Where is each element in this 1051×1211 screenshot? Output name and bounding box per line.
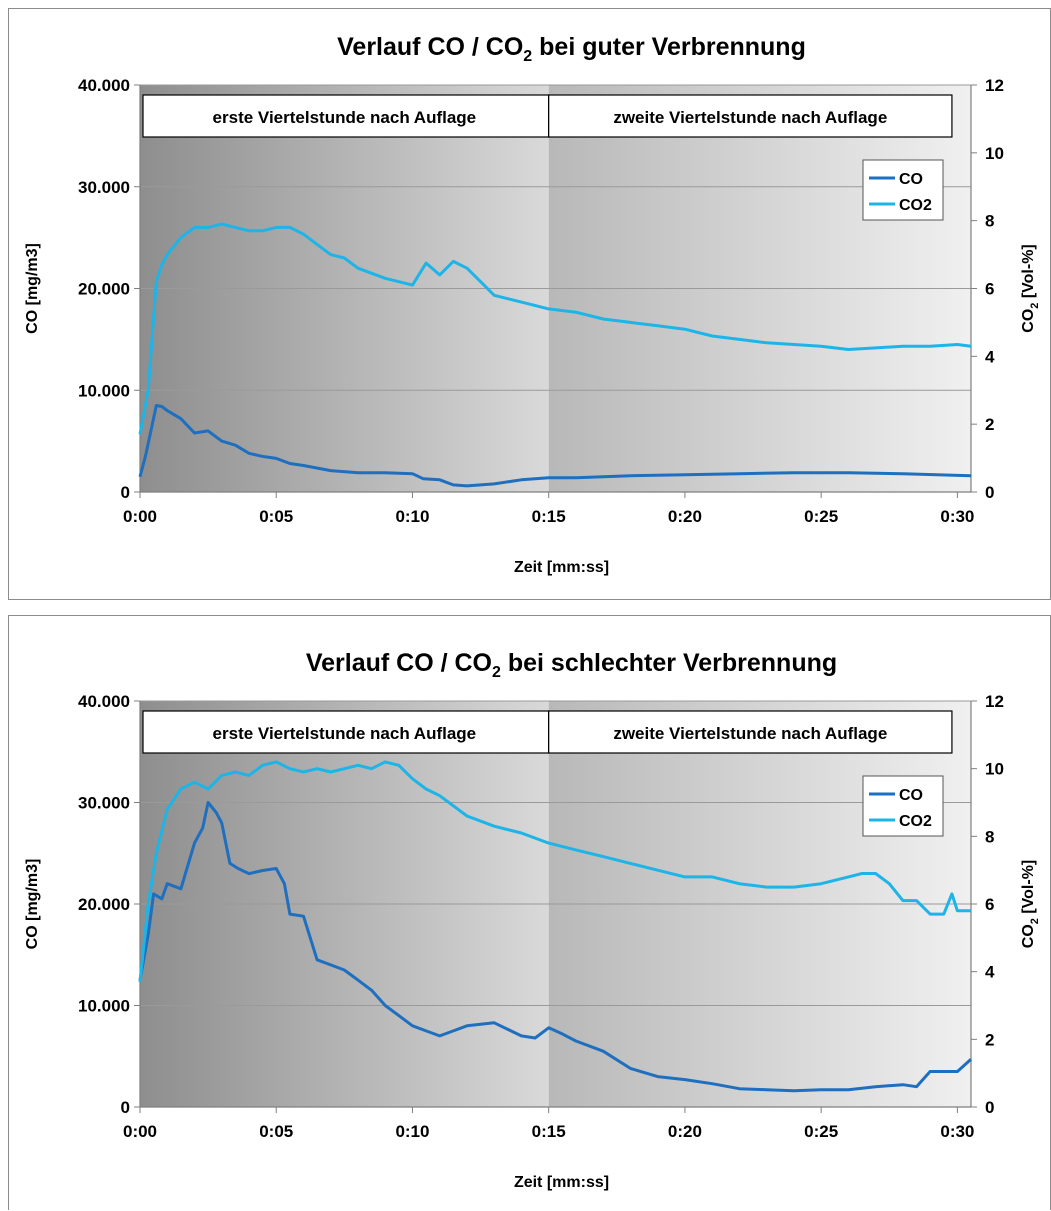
x-tick-label: 0:25 <box>804 1122 838 1141</box>
y2-tick-label: 2 <box>985 1030 994 1049</box>
band-box-second-quarter <box>548 710 953 754</box>
y-tick-label: 0 <box>121 1098 130 1117</box>
x-tick-label: 0:00 <box>123 1122 157 1141</box>
series-line-co <box>138 801 973 1093</box>
y2-tick-label: 6 <box>985 280 994 299</box>
legend-label-co: CO <box>899 787 923 804</box>
legend-box <box>862 775 944 837</box>
y-tick-label: 20.000 <box>78 895 130 914</box>
y-tick-label: 0 <box>121 483 130 502</box>
series-line-co2 <box>138 222 972 435</box>
legend-label-co: CO <box>899 171 923 188</box>
legend-label-co2: CO2 <box>899 197 932 214</box>
x-tick-label: 0:20 <box>668 1122 702 1141</box>
x-tick-label: 0:30 <box>940 507 974 526</box>
chart-title: Verlauf CO / CO2 bei schlechter Verbrenn… <box>306 649 837 681</box>
chart-bad-combustion: erste Viertelstunde nach Auflage zweite V… <box>24 649 1041 1191</box>
x-tick-label: 0:10 <box>395 1122 429 1141</box>
x-tick-label: 0:15 <box>532 1122 566 1141</box>
y2-tick-label: 10 <box>985 760 1004 779</box>
y-tick-label: 40.000 <box>78 76 130 95</box>
x-tick-label: 0:15 <box>532 507 566 526</box>
y-tick-label: 30.000 <box>78 178 130 197</box>
legend-box <box>862 159 944 221</box>
chart-panel-bad-combustion: erste Viertelstunde nach Auflage zweite V… <box>8 615 1051 1210</box>
x-tick-label: 0:10 <box>395 507 429 526</box>
y2-tick-label: 8 <box>985 212 994 231</box>
band-box-second-quarter <box>548 94 953 138</box>
y2-tick-label: 4 <box>985 963 995 982</box>
x-axis-label: Zeit [mm:ss] <box>514 559 609 576</box>
y-axis-label: CO [mg/m3] <box>24 243 41 334</box>
chart-title: Verlauf CO / CO2 bei guter Verbrennung <box>337 33 806 65</box>
band-label-second-quarter: zweite Viertelstunde nach Auflage <box>613 724 887 743</box>
band-box-first-quarter <box>142 710 550 754</box>
y2-tick-label: 10 <box>985 144 1004 163</box>
x-tick-label: 0:05 <box>259 507 293 526</box>
y2-tick-label: 4 <box>985 347 995 366</box>
band-label-first-quarter: erste Viertelstunde nach Auflage <box>213 724 477 743</box>
legend-label-co2: CO2 <box>899 813 932 830</box>
y2-axis-label: CO2 [Vol-%] <box>1020 244 1041 332</box>
chart-good-combustion: erste Viertelstunde nach Auflage zweite V… <box>24 33 1041 576</box>
y-axis-label: CO [mg/m3] <box>24 859 41 950</box>
y2-axis-label: CO2 [Vol-%] <box>1020 860 1041 948</box>
x-tick-label: 0:25 <box>804 507 838 526</box>
y2-tick-label: 8 <box>985 827 994 846</box>
y2-tick-label: 12 <box>985 76 1004 95</box>
series-line-co <box>138 404 972 488</box>
x-tick-label: 0:05 <box>259 1122 293 1141</box>
x-tick-label: 0:30 <box>940 1122 974 1141</box>
band-label-first-quarter: erste Viertelstunde nach Auflage <box>213 108 477 127</box>
x-axis-label: Zeit [mm:ss] <box>514 1174 609 1191</box>
y-tick-label: 10.000 <box>78 381 130 400</box>
y2-tick-label: 6 <box>985 895 994 914</box>
y-tick-label: 20.000 <box>78 280 130 299</box>
y2-tick-label: 0 <box>985 483 994 502</box>
y2-tick-label: 12 <box>985 692 1004 711</box>
y-tick-label: 30.000 <box>78 794 130 813</box>
chart-panel-good-combustion: erste Viertelstunde nach Auflage zweite V… <box>8 8 1051 600</box>
y2-tick-label: 2 <box>985 415 994 434</box>
y-tick-label: 40.000 <box>78 692 130 711</box>
band-label-second-quarter: zweite Viertelstunde nach Auflage <box>613 108 887 127</box>
x-tick-label: 0:20 <box>668 507 702 526</box>
x-tick-label: 0:00 <box>123 507 157 526</box>
y-tick-label: 10.000 <box>78 997 130 1016</box>
y2-tick-label: 0 <box>985 1098 994 1117</box>
series-line-co2 <box>138 760 971 982</box>
